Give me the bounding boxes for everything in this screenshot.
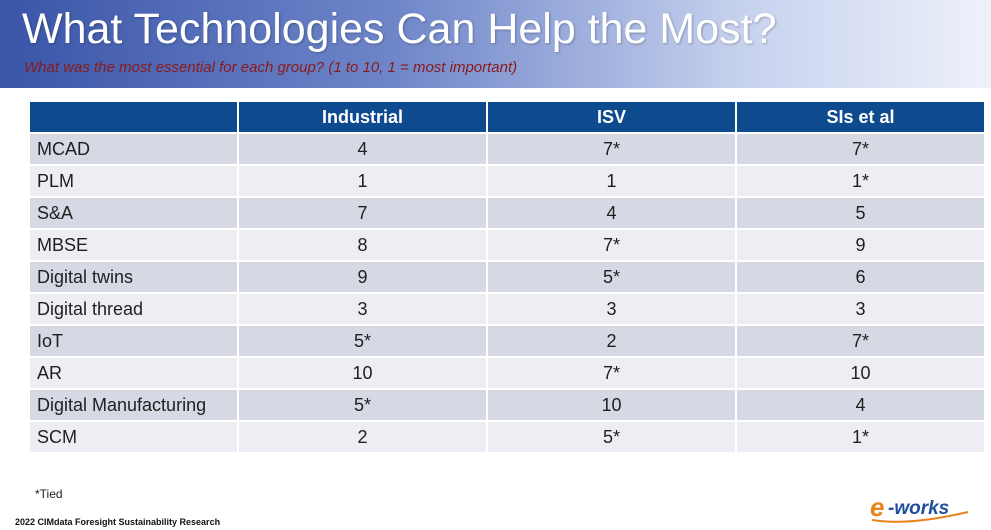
header-cell-technology (28, 100, 239, 134)
eworks-logo: e -works (870, 492, 969, 523)
rankings-table: Industrial ISV SIs et al MCAD 4 7* 7* PL… (28, 100, 986, 454)
technology-name: MBSE (28, 228, 239, 262)
table-row: IoT 5* 2 7* (28, 324, 986, 358)
technology-name: Digital twins (28, 260, 239, 294)
isv-rank: 7* (486, 228, 737, 262)
technology-name: AR (28, 356, 239, 390)
sis-rank: 5 (735, 196, 986, 230)
sis-rank: 1* (735, 420, 986, 454)
header-cell-isv: ISV (486, 100, 737, 134)
isv-rank: 4 (486, 196, 737, 230)
table-row: SCM 2 5* 1* (28, 420, 986, 454)
technology-name: Digital Manufacturing (28, 388, 239, 422)
isv-rank: 2 (486, 324, 737, 358)
industrial-rank: 7 (237, 196, 488, 230)
isv-rank: 10 (486, 388, 737, 422)
table-row: Digital Manufacturing 5* 10 4 (28, 388, 986, 422)
isv-rank: 7* (486, 132, 737, 166)
industrial-rank: 5* (237, 388, 488, 422)
svg-text:e: e (870, 492, 884, 522)
sis-rank: 6 (735, 260, 986, 294)
sis-rank: 7* (735, 132, 986, 166)
isv-rank: 5* (486, 260, 737, 294)
isv-rank: 1 (486, 164, 737, 198)
sis-rank: 4 (735, 388, 986, 422)
industrial-rank: 10 (237, 356, 488, 390)
industrial-rank: 2 (237, 420, 488, 454)
industrial-rank: 3 (237, 292, 488, 326)
header-cell-sis: SIs et al (735, 100, 986, 134)
technology-name: IoT (28, 324, 239, 358)
tied-footnote: *Tied (35, 487, 63, 501)
table-row: AR 10 7* 10 (28, 356, 986, 390)
sis-rank: 3 (735, 292, 986, 326)
svg-text:-works: -works (888, 498, 949, 519)
sis-rank: 7* (735, 324, 986, 358)
technology-name: PLM (28, 164, 239, 198)
table-row: MCAD 4 7* 7* (28, 132, 986, 166)
sis-rank: 10 (735, 356, 986, 390)
technology-name: Digital thread (28, 292, 239, 326)
slide-subtitle: What was the most essential for each gro… (24, 59, 518, 76)
table-row: S&A 7 4 5 (28, 196, 986, 230)
industrial-rank: 9 (237, 260, 488, 294)
technology-name: MCAD (28, 132, 239, 166)
isv-rank: 5* (486, 420, 737, 454)
industrial-rank: 5* (237, 324, 488, 358)
header-cell-industrial: Industrial (237, 100, 488, 134)
technology-name: SCM (28, 420, 239, 454)
sis-rank: 1* (735, 164, 986, 198)
industrial-rank: 8 (237, 228, 488, 262)
industrial-rank: 1 (237, 164, 488, 198)
table-row: Digital thread 3 3 3 (28, 292, 986, 326)
isv-rank: 3 (486, 292, 737, 326)
isv-rank: 7* (486, 356, 737, 390)
table-row: Digital twins 9 5* 6 (28, 260, 986, 294)
table-row: MBSE 8 7* 9 (28, 228, 986, 262)
sis-rank: 9 (735, 228, 986, 262)
technology-name: S&A (28, 196, 239, 230)
table-row: PLM 1 1 1* (28, 164, 986, 198)
industrial-rank: 4 (237, 132, 488, 166)
table-header-row: Industrial ISV SIs et al (28, 100, 986, 134)
source-citation: 2022 CIMdata Foresight Sustainability Re… (15, 517, 221, 527)
slide-header-band: What Technologies Can Help the Most? Wha… (0, 0, 991, 88)
slide-title: What Technologies Can Help the Most? (22, 5, 777, 53)
